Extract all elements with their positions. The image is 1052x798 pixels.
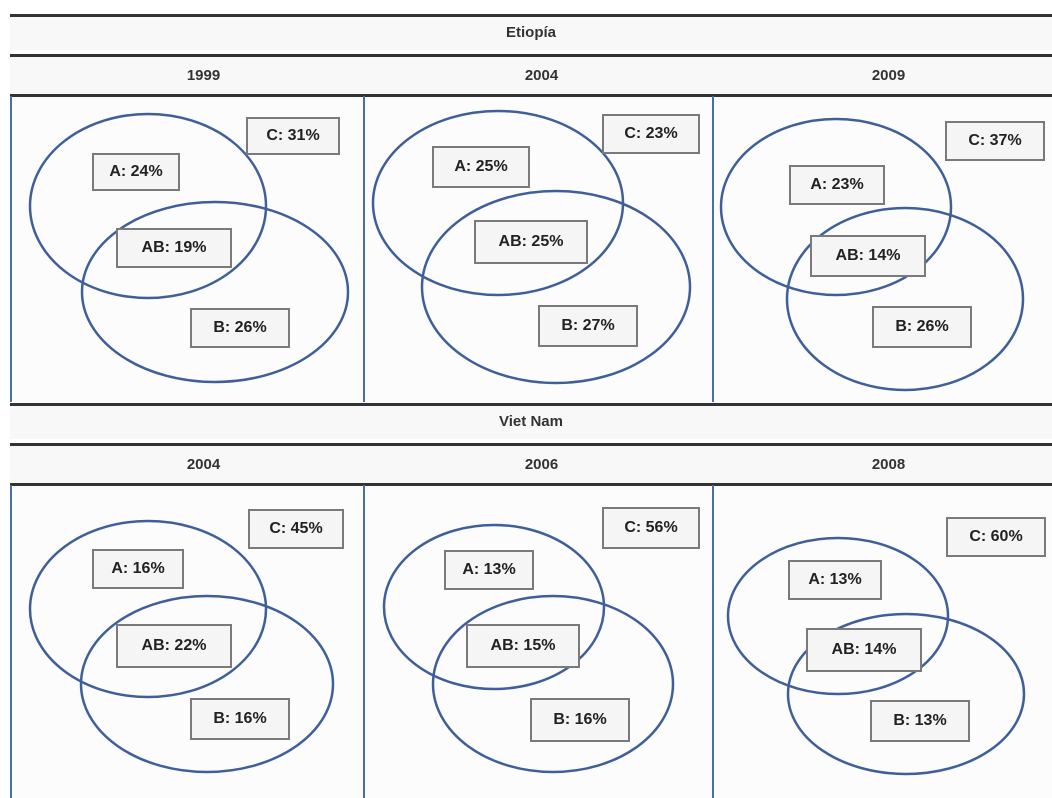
region-label-b: B: 16% [530, 698, 630, 742]
region-label-c: C: 60% [946, 517, 1046, 557]
circle-b [80, 200, 350, 384]
region-label-c: C: 31% [246, 117, 340, 155]
year-header-row-viet-nam: 2004 2006 2008 [10, 443, 1052, 485]
region-label-b: B: 13% [870, 700, 970, 742]
region-label-c: C: 56% [602, 507, 700, 549]
region-label-ab: AB: 14% [810, 235, 926, 277]
year-header-row-etiopia: 1999 2004 2009 [10, 54, 1052, 96]
region-label-ab: AB: 19% [116, 228, 232, 268]
panel-divider [712, 96, 714, 402]
panel-divider [363, 96, 365, 402]
country-label: Viet Nam [499, 413, 563, 430]
region-label-ab: AB: 14% [806, 628, 922, 672]
year-label: 2009 [871, 67, 906, 84]
region-label-a: A: 25% [432, 146, 530, 188]
circle-b [786, 612, 1026, 776]
region-label-a: A: 13% [788, 560, 882, 600]
year-label: 1999 [186, 67, 221, 84]
circle-a [28, 112, 268, 300]
region-label-b: B: 26% [872, 306, 972, 348]
region-label-ab: AB: 15% [466, 624, 580, 668]
year-label: 2006 [524, 456, 559, 473]
left-border [10, 96, 12, 402]
circle-a [382, 523, 606, 691]
region-label-b: B: 16% [190, 698, 290, 740]
region-label-a: A: 13% [444, 550, 534, 590]
panel-divider [363, 485, 365, 798]
country-header-etiopia: Etiopía [10, 14, 1052, 50]
year-label: 2004 [524, 67, 559, 84]
region-label-c: C: 45% [248, 509, 344, 549]
year-label: 2008 [871, 456, 906, 473]
region-label-a: A: 24% [92, 153, 180, 191]
circle-b [79, 594, 335, 774]
region-label-b: B: 26% [190, 308, 290, 348]
year-label: 2004 [186, 456, 221, 473]
circle-b [785, 206, 1025, 392]
circle-b [420, 189, 692, 385]
region-label-ab: AB: 22% [116, 624, 232, 668]
region-label-a: A: 23% [789, 165, 885, 205]
region-label-b: B: 27% [538, 305, 638, 347]
circle-a [371, 109, 625, 297]
country-label: Etiopía [505, 24, 556, 41]
circle-b [431, 594, 675, 774]
country-header-viet-nam: Viet Nam [10, 403, 1052, 439]
region-label-c: C: 23% [602, 114, 700, 154]
circle-a [726, 536, 950, 696]
circle-a [28, 519, 268, 699]
left-border [10, 485, 12, 798]
region-label-a: A: 16% [92, 549, 184, 589]
circle-a [719, 117, 953, 297]
region-label-ab: AB: 25% [474, 220, 588, 264]
region-label-c: C: 37% [945, 121, 1045, 161]
panel-divider [712, 485, 714, 798]
